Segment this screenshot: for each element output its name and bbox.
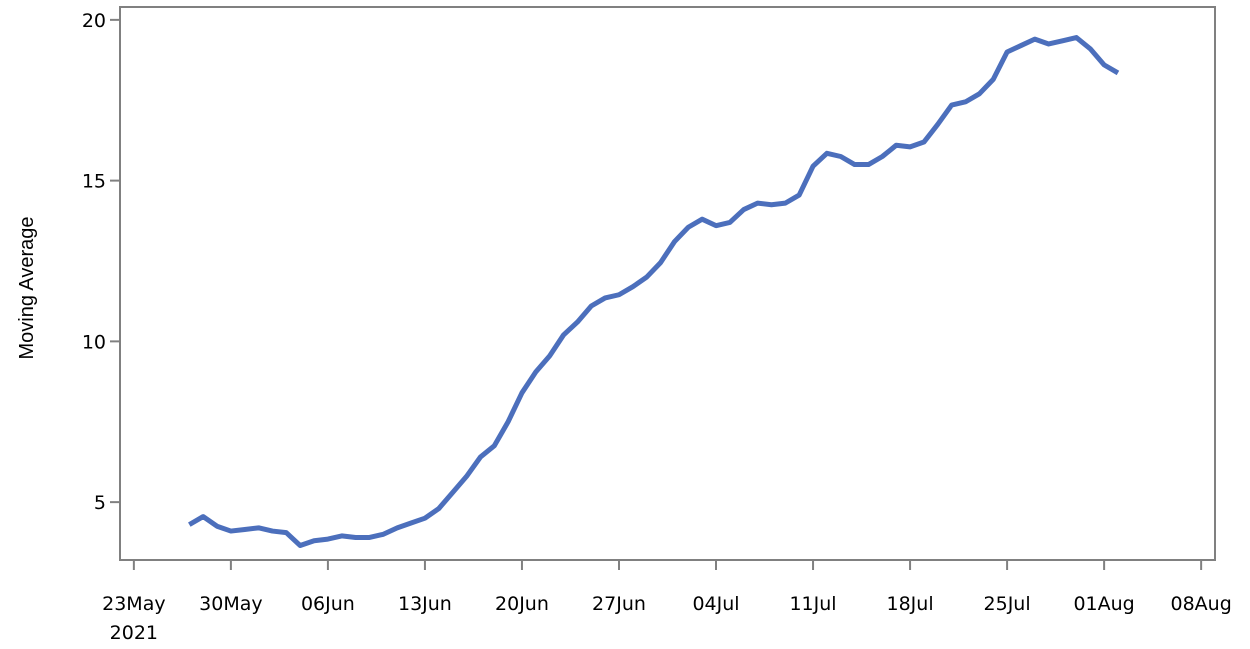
x-tick-label: 13Jun (398, 593, 452, 615)
y-axis: 5 10 15 20 (82, 10, 120, 514)
x-tick-label: 23May (102, 593, 165, 615)
x-tick-sublabel: 2021 (110, 622, 158, 644)
y-tick-label: 15 (82, 171, 106, 193)
series-line (188, 35, 1120, 549)
x-axis: 23May 2021 30May 06Jun 13Jun 20Jun 27Jun 04Jul 1… (102, 560, 1232, 644)
x-tick-label: 25Jul (984, 593, 1031, 615)
plot-frame (119, 6, 1216, 561)
x-tick-label: 27Jun (592, 593, 646, 615)
x-tick-label: 20Jun (495, 593, 549, 615)
x-tick-label: 06Jun (301, 593, 355, 615)
x-tick-label: 30May (199, 593, 262, 615)
y-tick-label: 10 (82, 331, 106, 353)
x-tick-label: 08Aug (1170, 593, 1231, 615)
x-tick-label: 04Jul (692, 593, 739, 615)
x-tick-label: 01Aug (1073, 593, 1134, 615)
y-tick-label: 20 (82, 10, 106, 32)
y-axis-title: Moving Average (16, 216, 38, 359)
series-layer (188, 35, 1120, 549)
y-tick-label: 5 (94, 492, 106, 514)
x-tick-label: 18Jul (887, 593, 934, 615)
x-tick-label: 11Jul (789, 593, 836, 615)
